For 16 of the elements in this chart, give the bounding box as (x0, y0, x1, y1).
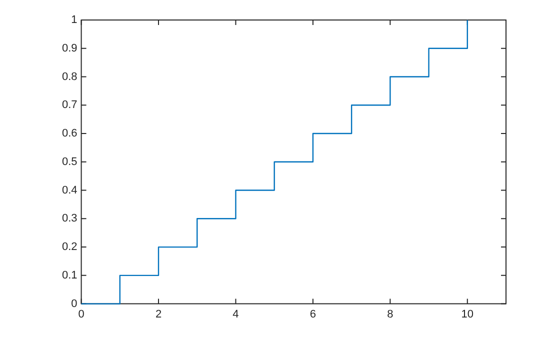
y-tick-label: 0.1 (62, 269, 78, 282)
y-tick-label: 0.7 (62, 99, 78, 112)
x-tick-label: 2 (155, 308, 162, 320)
y-tick-label: 0.8 (62, 70, 78, 83)
y-tick-label: 0.2 (62, 241, 78, 254)
x-tick-label: 4 (232, 308, 239, 320)
y-tick-label: 0.9 (62, 42, 78, 54)
y-tick-label: 0.4 (62, 184, 78, 196)
x-tick-label: 8 (387, 308, 394, 320)
x-tick-label: 6 (310, 308, 316, 320)
y-tick-label: 0.6 (62, 128, 78, 140)
y-tick-label: 0.5 (62, 156, 78, 168)
y-tick-label: 0.3 (62, 212, 78, 225)
y-tick-label: 1 (71, 14, 78, 26)
y-tick-label: 0 (71, 298, 78, 310)
x-tick-label: 10 (461, 308, 474, 320)
